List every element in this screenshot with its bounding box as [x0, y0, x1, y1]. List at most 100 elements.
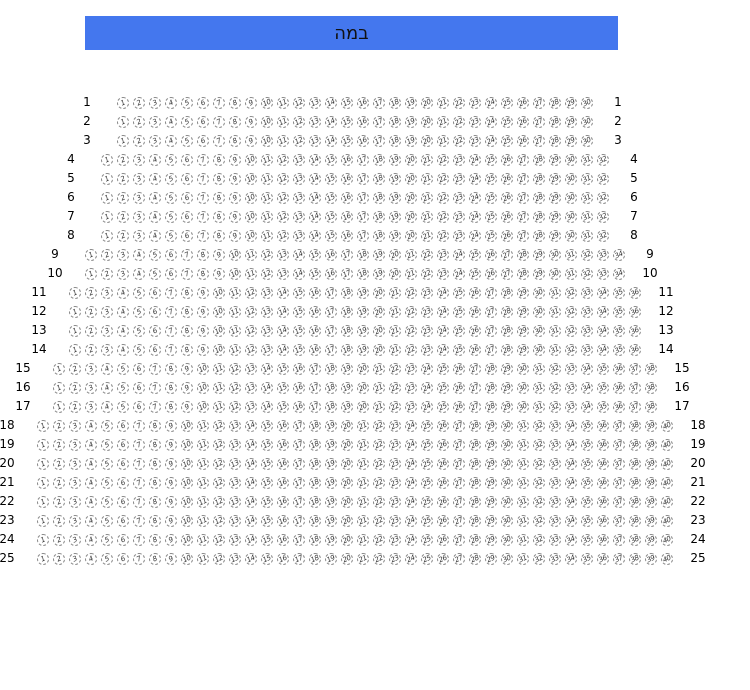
- seat[interactable]: 27: [501, 268, 513, 280]
- seat[interactable]: 8: [197, 268, 209, 280]
- seat[interactable]: 17: [357, 154, 369, 166]
- seat[interactable]: 38: [629, 458, 641, 470]
- seat[interactable]: 26: [453, 401, 465, 413]
- seat[interactable]: 19: [325, 420, 337, 432]
- seat[interactable]: 24: [405, 553, 417, 565]
- seat[interactable]: 1: [117, 135, 129, 147]
- seat[interactable]: 24: [437, 325, 449, 337]
- seat[interactable]: 23: [437, 268, 449, 280]
- seat[interactable]: 15: [261, 420, 273, 432]
- seat[interactable]: 33: [581, 344, 593, 356]
- seat[interactable]: 29: [565, 97, 577, 109]
- seat[interactable]: 12: [213, 420, 225, 432]
- seat[interactable]: 31: [581, 192, 593, 204]
- seat[interactable]: 29: [485, 515, 497, 527]
- seat[interactable]: 16: [277, 420, 289, 432]
- seat[interactable]: 1: [101, 192, 113, 204]
- seat[interactable]: 30: [517, 401, 529, 413]
- seat[interactable]: 19: [357, 306, 369, 318]
- seat[interactable]: 1: [101, 173, 113, 185]
- seat[interactable]: 19: [405, 135, 417, 147]
- seat[interactable]: 37: [629, 363, 641, 375]
- seat[interactable]: 13: [293, 211, 305, 223]
- seat[interactable]: 13: [261, 325, 273, 337]
- seat[interactable]: 33: [549, 458, 561, 470]
- seat[interactable]: 26: [469, 344, 481, 356]
- seat[interactable]: 15: [309, 268, 321, 280]
- seat[interactable]: 38: [645, 382, 657, 394]
- seat[interactable]: 37: [613, 439, 625, 451]
- seat[interactable]: 18: [341, 287, 353, 299]
- seat[interactable]: 11: [261, 192, 273, 204]
- seat[interactable]: 8: [213, 192, 225, 204]
- seat[interactable]: 13: [277, 268, 289, 280]
- seat[interactable]: 1: [53, 382, 65, 394]
- seat[interactable]: 14: [277, 306, 289, 318]
- seat[interactable]: 23: [389, 420, 401, 432]
- seat[interactable]: 26: [469, 287, 481, 299]
- seat[interactable]: 4: [85, 496, 97, 508]
- seat[interactable]: 6: [117, 477, 129, 489]
- seat[interactable]: 21: [389, 344, 401, 356]
- seat[interactable]: 39: [645, 458, 657, 470]
- seat[interactable]: 6: [117, 534, 129, 546]
- seat[interactable]: 13: [229, 439, 241, 451]
- seat[interactable]: 11: [261, 154, 273, 166]
- seat[interactable]: 18: [309, 439, 321, 451]
- seat[interactable]: 1: [101, 154, 113, 166]
- seat[interactable]: 15: [293, 287, 305, 299]
- seat[interactable]: 35: [581, 553, 593, 565]
- seat[interactable]: 9: [229, 154, 241, 166]
- seat[interactable]: 35: [597, 401, 609, 413]
- seat[interactable]: 26: [437, 496, 449, 508]
- seat[interactable]: 19: [389, 154, 401, 166]
- seat[interactable]: 24: [469, 154, 481, 166]
- seat[interactable]: 3: [69, 496, 81, 508]
- seat[interactable]: 16: [277, 439, 289, 451]
- seat[interactable]: 18: [357, 249, 369, 261]
- seat[interactable]: 15: [325, 192, 337, 204]
- seat[interactable]: 11: [229, 287, 241, 299]
- seat[interactable]: 19: [325, 458, 337, 470]
- seat[interactable]: 26: [501, 211, 513, 223]
- seat[interactable]: 10: [245, 154, 257, 166]
- seat[interactable]: 18: [309, 553, 321, 565]
- seat[interactable]: 23: [389, 439, 401, 451]
- seat[interactable]: 24: [453, 268, 465, 280]
- seat[interactable]: 18: [373, 154, 385, 166]
- seat[interactable]: 39: [645, 515, 657, 527]
- seat[interactable]: 30: [549, 249, 561, 261]
- seat[interactable]: 27: [453, 496, 465, 508]
- seat[interactable]: 16: [309, 325, 321, 337]
- seat[interactable]: 7: [133, 439, 145, 451]
- seat[interactable]: 20: [373, 344, 385, 356]
- seat[interactable]: 8: [149, 496, 161, 508]
- seat[interactable]: 6: [117, 439, 129, 451]
- seat[interactable]: 11: [261, 173, 273, 185]
- seat[interactable]: 13: [229, 534, 241, 546]
- seat[interactable]: 13: [229, 477, 241, 489]
- seat[interactable]: 10: [197, 382, 209, 394]
- seat[interactable]: 9: [181, 401, 193, 413]
- seat[interactable]: 31: [517, 420, 529, 432]
- seat[interactable]: 3: [133, 192, 145, 204]
- seat[interactable]: 29: [485, 439, 497, 451]
- seat[interactable]: 15: [261, 496, 273, 508]
- seat[interactable]: 25: [421, 553, 433, 565]
- seat[interactable]: 6: [165, 268, 177, 280]
- seat[interactable]: 23: [405, 363, 417, 375]
- seat[interactable]: 15: [325, 154, 337, 166]
- seat[interactable]: 27: [469, 363, 481, 375]
- seat[interactable]: 19: [357, 325, 369, 337]
- seat[interactable]: 8: [149, 534, 161, 546]
- seat[interactable]: 34: [565, 496, 577, 508]
- seat[interactable]: 7: [213, 97, 225, 109]
- seat[interactable]: 20: [405, 154, 417, 166]
- seat[interactable]: 20: [421, 135, 433, 147]
- seat[interactable]: 5: [133, 344, 145, 356]
- seat[interactable]: 14: [261, 382, 273, 394]
- seat[interactable]: 21: [405, 249, 417, 261]
- seat[interactable]: 30: [533, 325, 545, 337]
- seat[interactable]: 28: [469, 496, 481, 508]
- seat[interactable]: 3: [69, 477, 81, 489]
